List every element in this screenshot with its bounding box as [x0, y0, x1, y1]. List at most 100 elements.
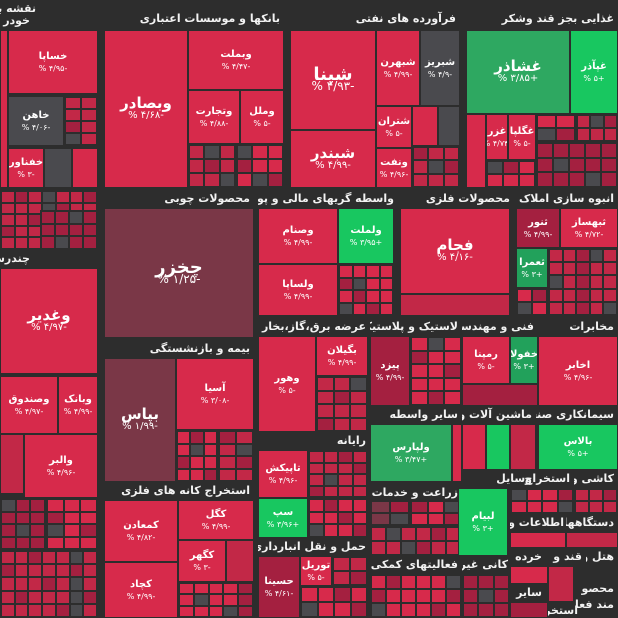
small-tile[interactable] [47, 511, 64, 524]
small-tile[interactable] [562, 288, 577, 302]
small-tile[interactable] [511, 501, 527, 513]
small-tile[interactable] [556, 115, 575, 128]
small-tile[interactable] [416, 589, 431, 603]
small-tile[interactable] [577, 128, 591, 141]
small-tile[interactable] [339, 302, 353, 315]
small-tile[interactable] [80, 524, 97, 537]
small-tile[interactable] [537, 172, 553, 187]
small-tile[interactable] [81, 109, 97, 121]
small-tile[interactable] [350, 404, 367, 418]
tile-sonor[interactable]: ثنور -۴/۹۹ % [516, 208, 560, 248]
tile-gharaz[interactable]: غزر -۴/۷۴ % [486, 114, 508, 160]
small-tile[interactable] [493, 575, 509, 589]
small-tile[interactable] [411, 377, 428, 392]
small-tile[interactable] [41, 223, 55, 237]
tile-vesandogh[interactable]: وصندوق -۴/۹۷ % [0, 376, 58, 434]
small-tile[interactable] [203, 456, 217, 469]
small-tile[interactable] [177, 468, 191, 481]
tile-vetejarat[interactable]: وتجارت -۴/۸۸ % [188, 90, 240, 144]
small-tile[interactable] [401, 527, 416, 541]
small-tile[interactable] [517, 302, 532, 315]
small-tile[interactable] [204, 145, 220, 159]
small-tile[interactable] [223, 605, 239, 617]
small-tile[interactable] [431, 541, 446, 555]
small-tile[interactable] [193, 605, 209, 617]
small-tile[interactable] [55, 551, 70, 565]
small-tile[interactable] [204, 173, 220, 187]
small-tile[interactable] [190, 431, 204, 444]
small-tile[interactable] [411, 350, 428, 365]
small-tile[interactable] [323, 485, 338, 497]
small-tile[interactable] [350, 390, 367, 404]
tile-kegehar[interactable]: کگهر -۳ % [178, 540, 226, 582]
small-tile[interactable] [463, 575, 479, 589]
small-tile[interactable] [42, 603, 56, 617]
small-tile[interactable] [238, 605, 253, 617]
small-tile[interactable] [14, 202, 29, 215]
small-tile[interactable] [386, 541, 401, 555]
small-tile[interactable] [179, 583, 194, 595]
small-tile[interactable] [189, 173, 205, 187]
small-tile[interactable] [301, 587, 318, 602]
small-tile[interactable] [55, 236, 69, 249]
small-tile[interactable] [193, 594, 209, 606]
small-tile[interactable] [219, 145, 235, 159]
small-tile[interactable] [69, 564, 84, 578]
small-tile[interactable] [28, 191, 43, 203]
small-tile[interactable] [338, 499, 353, 512]
small-tile[interactable] [28, 603, 43, 617]
small-tile[interactable] [1, 551, 15, 565]
tile-shebahran[interactable]: شبهرن -۴/۹۹ % [376, 30, 420, 106]
small-tile[interactable] [1, 237, 15, 249]
small-tile[interactable] [83, 223, 97, 237]
small-tile[interactable] [478, 575, 494, 589]
small-tile[interactable] [30, 536, 45, 549]
tile-valmelat[interactable]: ولملت +۳/۹۵ % [338, 208, 394, 264]
small-tile[interactable] [371, 501, 390, 513]
small-tile[interactable] [352, 524, 367, 537]
small-tile[interactable] [443, 173, 459, 187]
small-tile[interactable] [444, 350, 461, 365]
tile-valparis[interactable]: ولپارس +۳/۴۷ % [370, 424, 452, 482]
small-tile[interactable] [208, 605, 224, 617]
small-tile[interactable] [177, 443, 191, 456]
small-tile[interactable] [309, 524, 324, 537]
tile-vamelal[interactable]: وملل -۵ % [240, 90, 284, 144]
small-tile[interactable] [427, 513, 445, 525]
small-tile[interactable] [401, 603, 416, 617]
small-tile[interactable] [83, 590, 97, 604]
small-tile[interactable] [463, 589, 479, 603]
tile-lebiam[interactable]: لبیام +۳ % [458, 488, 508, 556]
small-tile[interactable] [350, 571, 367, 585]
small-tile[interactable] [301, 602, 318, 617]
small-tile[interactable] [323, 524, 338, 537]
small-tile[interactable] [542, 489, 558, 501]
small-tile[interactable] [333, 557, 350, 571]
small-tile[interactable] [537, 143, 553, 158]
small-tile[interactable] [223, 583, 239, 595]
small-tile[interactable] [1, 524, 16, 537]
small-tile[interactable] [30, 499, 45, 512]
small-tile[interactable] [576, 275, 590, 289]
small-tile[interactable] [590, 128, 604, 141]
tile-rempana[interactable]: رمپنا -۵ % [462, 336, 510, 384]
small-tile[interactable] [503, 161, 519, 174]
small-tile[interactable] [603, 262, 617, 276]
small-tile[interactable] [42, 551, 56, 565]
small-tile[interactable] [446, 575, 461, 589]
small-tile[interactable] [47, 536, 64, 549]
tile-akhabar[interactable]: اخابر -۴/۹۶ % [538, 336, 618, 406]
small-tile[interactable] [81, 121, 97, 133]
small-tile[interactable] [28, 564, 43, 578]
small-tile[interactable] [352, 302, 366, 315]
small-tile[interactable] [190, 443, 204, 456]
small-tile[interactable] [503, 174, 519, 187]
small-tile[interactable] [553, 157, 569, 173]
small-tile[interactable] [69, 590, 84, 604]
small-tile[interactable] [589, 262, 604, 276]
small-tile[interactable] [603, 115, 617, 128]
small-tile[interactable] [28, 590, 43, 604]
small-tile[interactable] [413, 173, 429, 187]
tile-vaalbor[interactable]: والبر -۴/۹۶ % [24, 434, 98, 498]
small-tile[interactable] [443, 147, 459, 161]
